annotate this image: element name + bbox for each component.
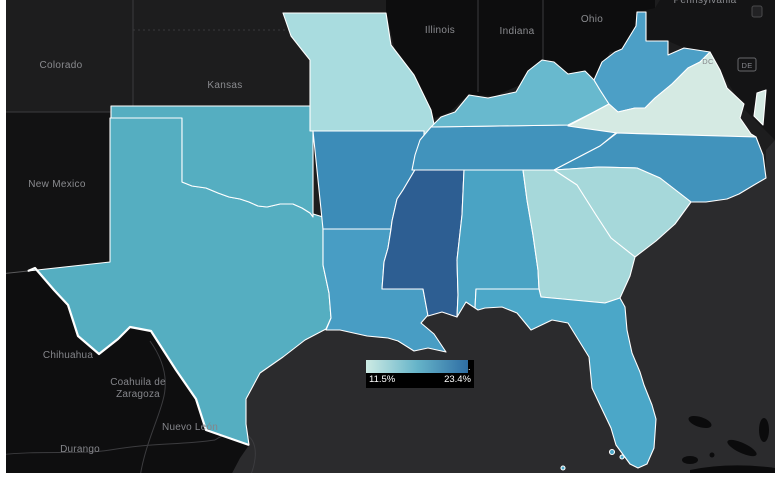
color-legend[interactable]: Federal Share Percenta.. 11.5% 23.4%	[366, 360, 474, 388]
label-durango: Durango	[60, 444, 100, 455]
mexico-dark-patch	[0, 268, 249, 477]
choropleth-states	[27, 11, 767, 471]
legend-gradient-bar[interactable]	[366, 360, 474, 373]
label-new-mexico: New Mexico	[28, 179, 86, 190]
durango-coahuila-border	[0, 439, 216, 456]
state-oklahoma[interactable]	[110, 105, 314, 218]
label-dc: DC	[702, 57, 714, 66]
map-marker-box	[751, 5, 763, 18]
bahamas-island	[727, 439, 757, 457]
label-chihuahua: Chihuahua	[43, 350, 93, 361]
rio-grande-border	[27, 266, 250, 447]
bahamas-island	[759, 418, 769, 442]
label-coahuila-line1: Coahuila de	[110, 377, 166, 388]
label-illinois: Illinois	[425, 25, 455, 36]
label-ohio: Ohio	[581, 14, 603, 25]
delaware-label-plate	[737, 57, 757, 72]
label-coahuila-line2: Zaragoza	[116, 389, 160, 400]
bahamas-island	[682, 456, 698, 464]
label-de: DE	[741, 61, 752, 70]
northeast-dark-patch	[637, 0, 775, 140]
legend-max-label: 23.4%	[444, 374, 471, 385]
label-nuevo-leon: Nuevo León	[162, 422, 218, 433]
state-virginia[interactable]	[567, 51, 757, 138]
florida-keys-island[interactable]	[608, 448, 616, 456]
midwest-dark-patch	[386, 0, 655, 127]
bahamas-island	[688, 415, 712, 429]
label-kansas: Kansas	[207, 80, 242, 91]
page-margin-left	[0, 0, 6, 477]
state-florida[interactable]	[474, 288, 657, 469]
chihuahua-coahuila-border	[139, 340, 166, 477]
label-colorado: Colorado	[40, 60, 83, 71]
state-virginia-eastern-shore[interactable]	[753, 89, 767, 126]
state-north-carolina[interactable]	[553, 132, 767, 203]
bahamas-island	[709, 452, 715, 458]
legend-min-label: 11.5%	[369, 374, 396, 385]
florida-keys-island[interactable]	[560, 465, 566, 471]
florida-keys-island[interactable]	[619, 454, 625, 460]
label-pennsylvania: Pennsylvania	[673, 0, 736, 6]
page-margin-bottom	[0, 473, 775, 477]
label-indiana: Indiana	[500, 26, 535, 37]
newmexico-dark-patch	[0, 112, 110, 274]
